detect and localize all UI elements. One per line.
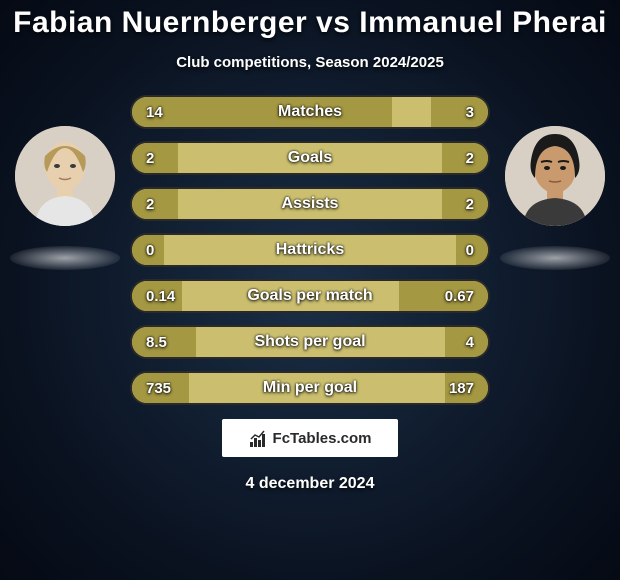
date-text: 4 december 2024 — [0, 475, 620, 493]
stat-value-left: 0 — [132, 242, 192, 259]
stat-label: Shots per goal — [192, 333, 428, 351]
stat-value-left: 8.5 — [132, 334, 192, 351]
stat-label: Min per goal — [192, 379, 428, 397]
stat-label: Goals — [192, 149, 428, 167]
player1-name: Fabian Nuernberger — [13, 6, 307, 39]
stat-value-right: 2 — [428, 150, 488, 167]
stat-value-right: 187 — [428, 380, 488, 397]
stat-label: Hattricks — [192, 241, 428, 259]
stat-value-left: 14 — [132, 104, 192, 121]
logo-box: FcTables.com — [222, 419, 398, 457]
stat-value-left: 0.14 — [132, 288, 192, 305]
page-title: Fabian Nuernberger vs Immanuel Pherai — [0, 6, 620, 40]
stat-row: 8.5Shots per goal4 — [130, 325, 490, 359]
stat-value-right: 4 — [428, 334, 488, 351]
stat-value-left: 735 — [132, 380, 192, 397]
stat-label: Goals per match — [192, 287, 428, 305]
player1-shadow — [10, 246, 120, 270]
stat-row: 14Matches3 — [130, 95, 490, 129]
stats-list: 14Matches32Goals22Assists20Hattricks00.1… — [130, 95, 490, 405]
stat-row: 2Assists2 — [130, 187, 490, 221]
player1-block — [10, 126, 120, 270]
player2-shadow — [500, 246, 610, 270]
stat-row: 0.14Goals per match0.67 — [130, 279, 490, 313]
stat-value-right: 0.67 — [428, 288, 488, 305]
subtitle: Club competitions, Season 2024/2025 — [0, 54, 620, 71]
content-wrapper: Fabian Nuernberger vs Immanuel Pherai Cl… — [0, 0, 620, 580]
stat-value-left: 2 — [132, 196, 192, 213]
fctables-logo-icon — [249, 428, 269, 448]
stat-value-right: 0 — [428, 242, 488, 259]
stat-row: 2Goals2 — [130, 141, 490, 175]
player2-avatar — [505, 126, 605, 226]
stat-label: Matches — [192, 103, 428, 121]
stat-value-left: 2 — [132, 150, 192, 167]
stat-value-right: 2 — [428, 196, 488, 213]
player2-block — [500, 126, 610, 270]
stat-value-right: 3 — [428, 104, 488, 121]
logo-text: FcTables.com — [273, 430, 372, 447]
player1-avatar — [15, 126, 115, 226]
stat-label: Assists — [192, 195, 428, 213]
stat-row: 735Min per goal187 — [130, 371, 490, 405]
stat-row: 0Hattricks0 — [130, 233, 490, 267]
player2-name: Immanuel Pherai — [359, 6, 607, 39]
vs-text: vs — [316, 6, 350, 39]
